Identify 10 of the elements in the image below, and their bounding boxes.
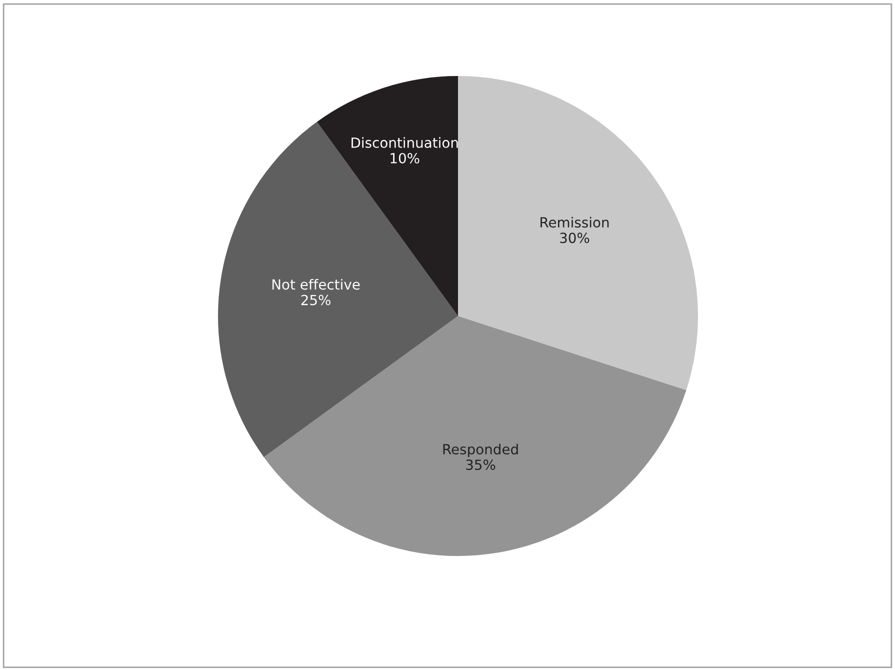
slice-label: Discontinuation bbox=[352, 137, 458, 148]
data-label: 30% bbox=[560, 232, 590, 244]
data-label: 10% bbox=[390, 152, 420, 164]
slice-label: Remission bbox=[540, 216, 609, 228]
data-label: 35% bbox=[466, 460, 496, 470]
slice-label: Not effective bbox=[272, 278, 360, 290]
pie-slice bbox=[264, 316, 686, 556]
pie-slice bbox=[458, 76, 698, 390]
data-label: 25% bbox=[301, 294, 330, 306]
slice-label: Responded bbox=[443, 444, 518, 458]
